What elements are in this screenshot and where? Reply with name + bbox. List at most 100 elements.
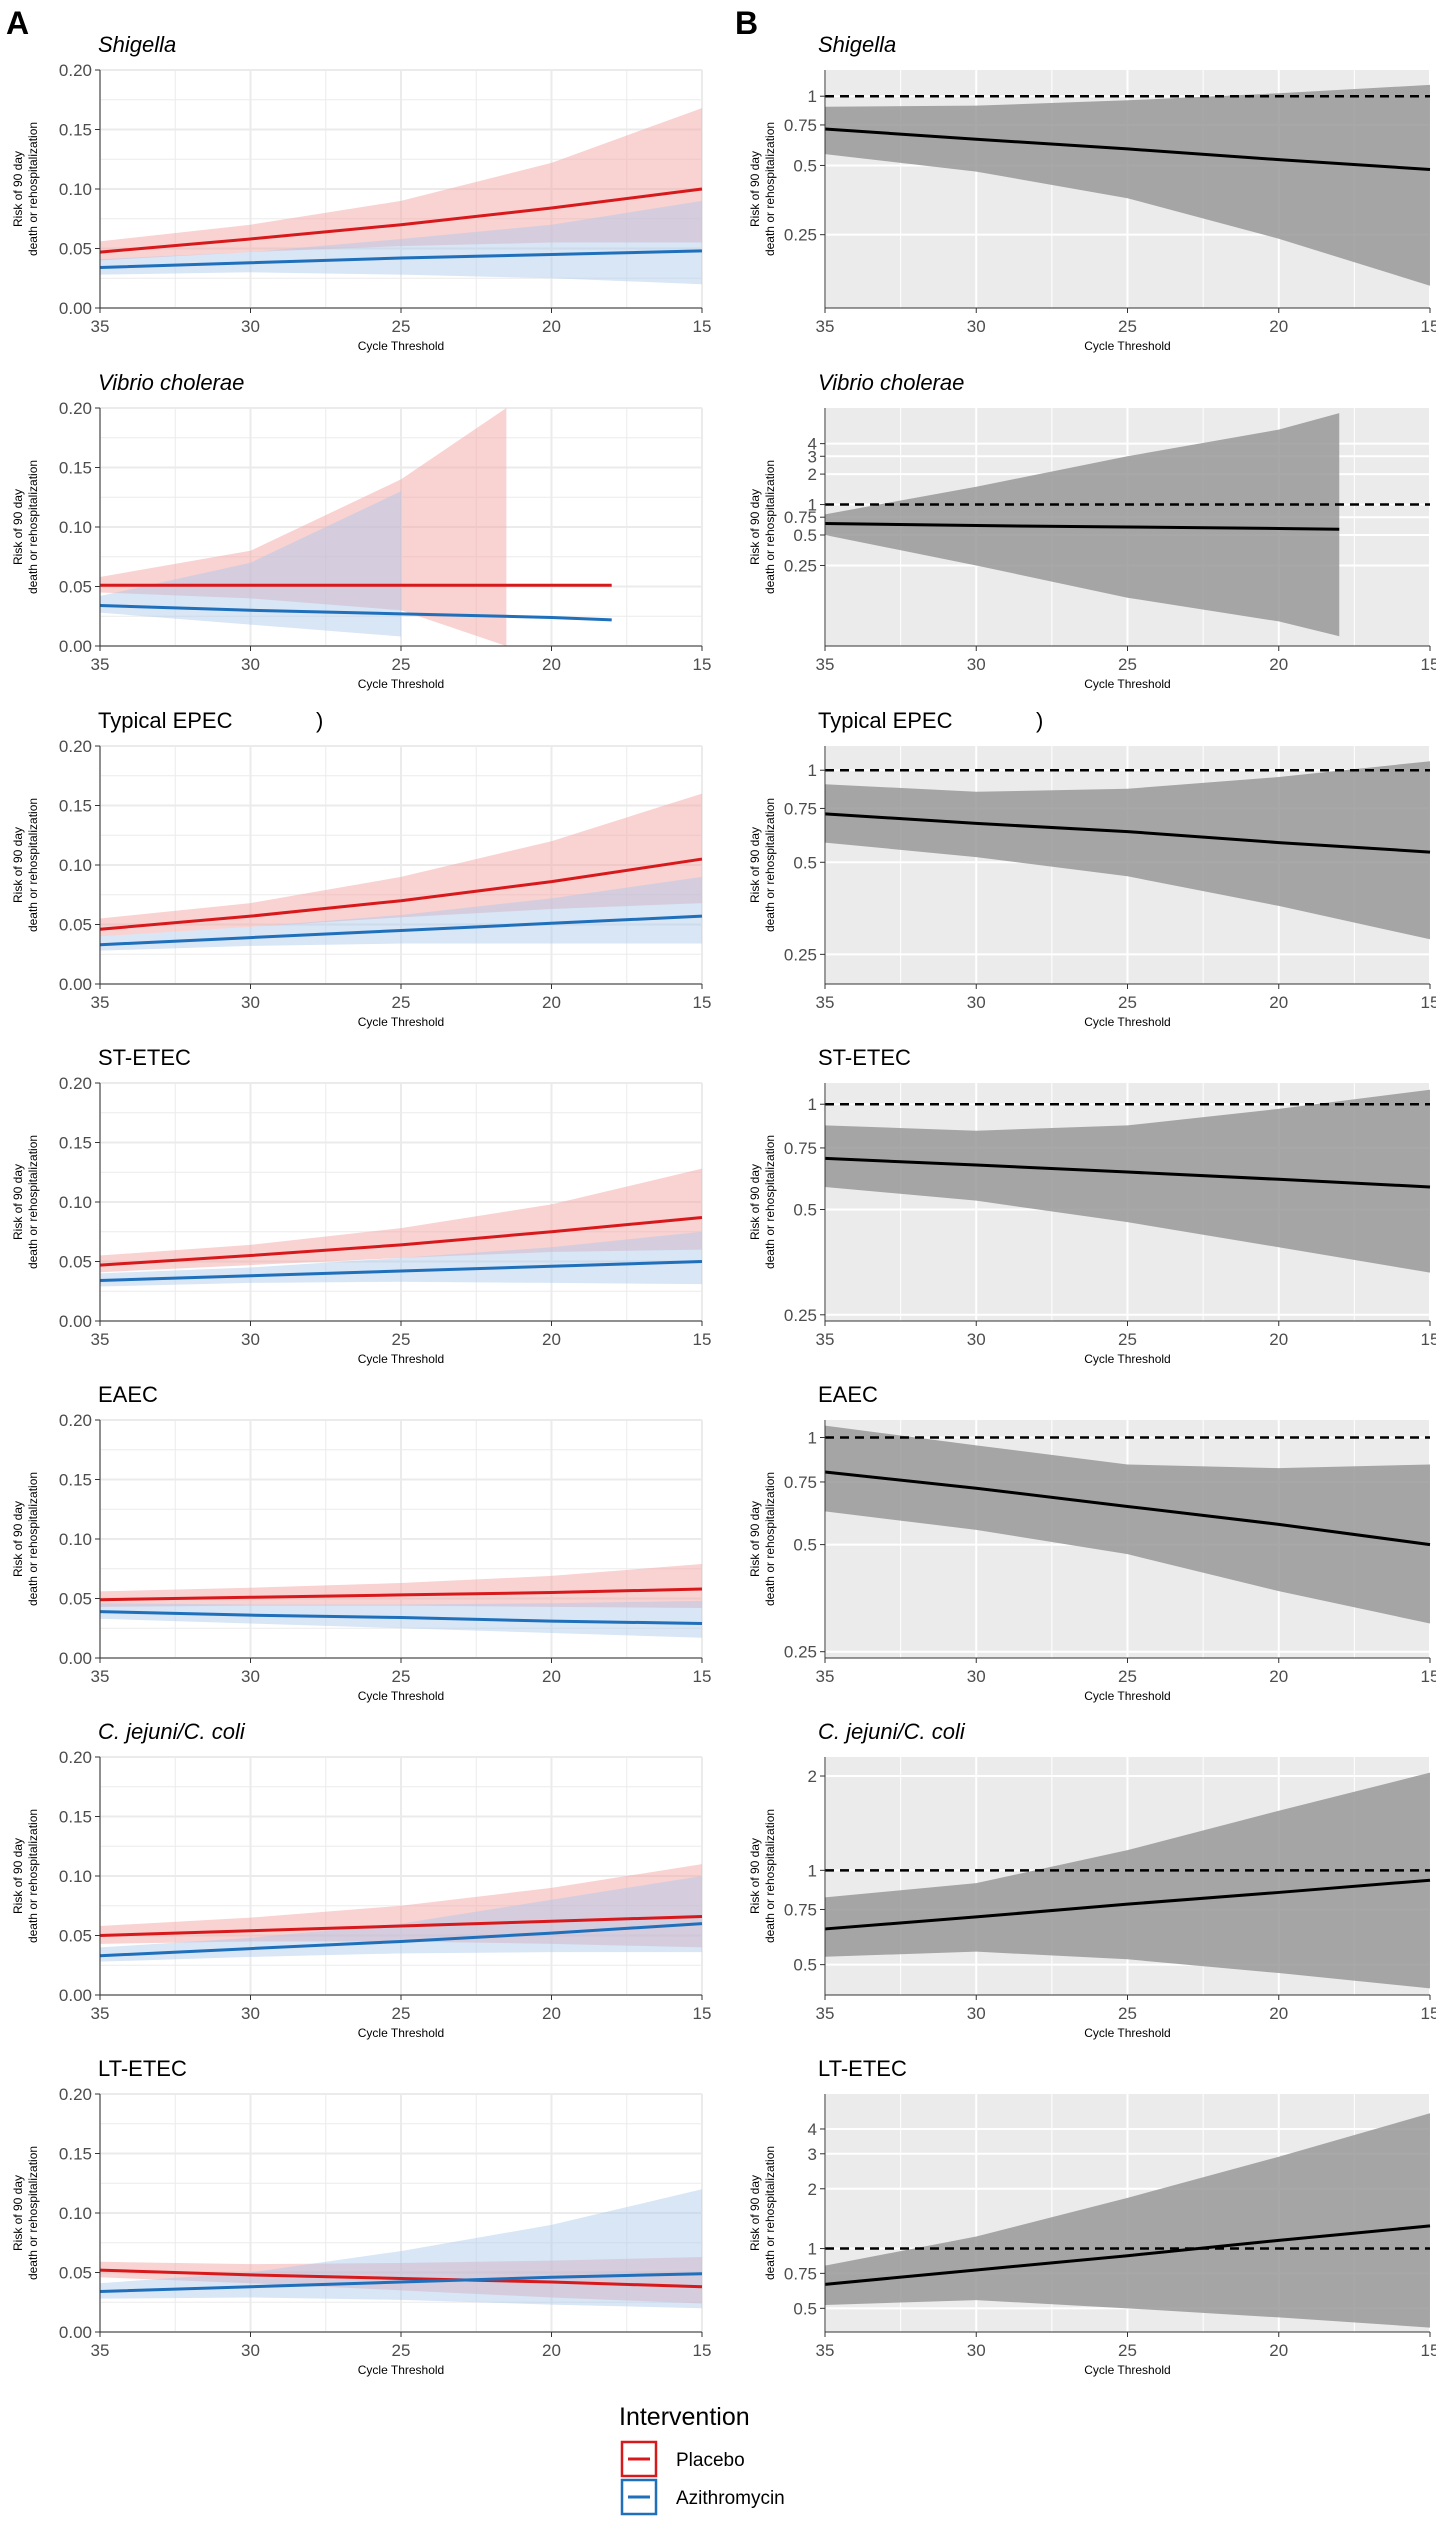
chart-a-c-jejuni-c-coli-line-placebo xyxy=(99,1914,703,1937)
chart-a-shigella-title: Shigella xyxy=(98,32,176,57)
chart-a-shigella-x-tick-label: 20 xyxy=(542,317,561,336)
chart-a-shigella-y-label: Risk of 90 daydeath or rehospitalization xyxy=(11,122,40,256)
chart-a-typical-epec-band-placebo xyxy=(100,793,702,937)
chart-a-vibrio-cholerae-y-label-line: death or rehospitalization xyxy=(26,460,40,594)
chart-b-st-etec-title: ST-ETEC xyxy=(818,1045,911,1070)
chart-b-shigella-x-label: Cycle Threshold xyxy=(1084,339,1170,353)
chart-b-shigella-y-label-line: death or rehospitalization xyxy=(763,122,777,256)
chart-a-vibrio-cholerae-x-tick-label: 25 xyxy=(392,655,411,674)
chart-b-c-jejuni-c-coli-y-label-line: Risk of 90 day xyxy=(748,1838,762,1914)
chart-b-lt-etec-x-tick-label: 15 xyxy=(1421,2341,1436,2360)
chart-a-vibrio-cholerae-y-tick-label: 0.20 xyxy=(59,399,92,418)
chart-b-c-jejuni-c-coli-line-risk-ratio xyxy=(824,1878,1431,1931)
chart-a-lt-etec-y-tick-label: 0.10 xyxy=(59,2204,92,2223)
chart-b-eaec-x-tick-label: 20 xyxy=(1269,1667,1288,1686)
chart-b-c-jejuni-c-coli-y-tick-label: 1 xyxy=(808,1861,817,1880)
chart-b-lt-etec-title: LT-ETEC xyxy=(818,2056,907,2081)
chart-b-lt-etec-band-risk-ratio xyxy=(825,2113,1430,2328)
chart-b-eaec-band-risk-ratio xyxy=(825,1425,1430,1624)
chart-b-c-jejuni-c-coli-y-tick-label: 0.75 xyxy=(784,1900,817,1919)
chart-a-shigella-y-label-line: Risk of 90 day xyxy=(11,151,25,227)
chart-b-shigella-x-tick-label: 25 xyxy=(1118,317,1137,336)
chart-a-eaec-y-tick-label: 0.00 xyxy=(59,1649,92,1668)
chart-a-typical-epec-x-tick-label: 35 xyxy=(91,993,110,1012)
legend: Intervention Placebo Azithromycin xyxy=(619,2403,785,2516)
chart-a-vibrio-cholerae-title: Vibrio cholerae xyxy=(98,370,244,395)
chart-b-lt-etec: 0.5 0.75 1 2 3 4 35 30 25 20 15 Cycle Threshold Risk… xyxy=(748,2056,1436,2377)
chart-a-shigella-line-placebo xyxy=(99,187,703,254)
legend-label-azithromycin: Azithromycin xyxy=(676,2488,785,2509)
chart-b-typical-epec-x-label: Cycle Threshold xyxy=(1084,1015,1170,1029)
chart-a-st-etec-y-tick-label: 0.00 xyxy=(59,1312,92,1331)
chart-a-eaec-x-tick-label: 30 xyxy=(241,1667,260,1686)
chart-b-eaec-y-label-line: death or rehospitalization xyxy=(763,1472,777,1606)
chart-b-typical-epec-x-tick-label: 30 xyxy=(967,993,986,1012)
chart-a-eaec-x-tick-label: 20 xyxy=(542,1667,561,1686)
chart-a-vibrio-cholerae-x-tick-label: 35 xyxy=(91,655,110,674)
chart-a-lt-etec-y-tick-label: 0.00 xyxy=(59,2323,92,2342)
chart-a-c-jejuni-c-coli-title: C. jejuni/C. coli xyxy=(98,1719,246,1744)
chart-a-shigella: 0.00 0.05 0.10 0.15 0.20 35 30 25 20 15 Cycle Thre… xyxy=(11,32,711,353)
chart-a-typical-epec-y-label-line: death or rehospitalization xyxy=(26,798,40,932)
chart-a-c-jejuni-c-coli-x-tick-label: 30 xyxy=(241,2004,260,2023)
chart-a-lt-etec-y-tick-label: 0.20 xyxy=(59,2085,92,2104)
chart-b-c-jejuni-c-coli-y-tick-label: 2 xyxy=(808,1767,817,1786)
chart-b-st-etec-line-risk-ratio xyxy=(824,1156,1431,1189)
chart-b-st-etec-y-label-line: Risk of 90 day xyxy=(748,1164,762,1240)
chart-a-st-etec-y-label-line: death or rehospitalization xyxy=(26,1135,40,1269)
chart-a-vibrio-cholerae-y-tick-label: 0.05 xyxy=(59,578,92,597)
chart-b-vibrio-cholerae: 0.25 0.50.751 234 35 30 25 20 15 Cycle Threshold… xyxy=(748,370,1436,691)
chart-b-shigella-x-tick-label: 15 xyxy=(1421,317,1436,336)
chart-b-vibrio-cholerae-y-label: Risk of 90 daydeath or rehospitalization xyxy=(748,460,777,594)
chart-a-c-jejuni-c-coli-x-tick-label: 15 xyxy=(693,2004,712,2023)
chart-b-eaec-y-label-line: Risk of 90 day xyxy=(748,1501,762,1577)
chart-b-vibrio-cholerae-line-risk-ratio xyxy=(824,521,1340,531)
chart-a-eaec: 0.00 0.05 0.10 0.15 0.20 35 30 25 20 15 Cycle Thre… xyxy=(11,1382,711,1703)
chart-a-shigella-band-placebo xyxy=(100,108,702,261)
chart-a-typical-epec-title: Typical EPEC xyxy=(98,708,233,733)
chart-a-shigella-x-tick-label: 25 xyxy=(392,317,411,336)
chart-a-c-jejuni-c-coli-y-tick-label: 0.05 xyxy=(59,1927,92,1946)
chart-a-st-etec-x-tick-label: 15 xyxy=(693,1330,712,1349)
chart-b-st-etec-y-tick-label: 0.75 xyxy=(784,1139,817,1158)
chart-b-c-jejuni-c-coli-y-tick-label: 0.5 xyxy=(793,1956,817,1975)
chart-b-st-etec-x-label: Cycle Threshold xyxy=(1084,1352,1170,1366)
chart-a-typical-epec-line-placebo xyxy=(99,857,703,931)
chart-b-vibrio-cholerae-y-tick-label: 1 xyxy=(808,496,817,515)
chart-b-vibrio-cholerae-y-tick-label: 0.75 xyxy=(784,508,817,527)
chart-b-typical-epec-line-risk-ratio xyxy=(824,812,1431,854)
chart-b-st-etec-y-tick-label: 0.5 xyxy=(793,1201,817,1220)
chart-b-c-jejuni-c-coli-x-tick-label: 15 xyxy=(1421,2004,1436,2023)
chart-b-eaec-y-tick-label: 1 xyxy=(808,1429,817,1448)
chart-a-eaec-y-label-line: Risk of 90 day xyxy=(11,1501,25,1577)
chart-a-eaec-y-tick-label: 0.05 xyxy=(59,1590,92,1609)
chart-b-st-etec-y-label: Risk of 90 daydeath or rehospitalization xyxy=(748,1135,777,1269)
chart-b-eaec-x-label: Cycle Threshold xyxy=(1084,1689,1170,1703)
chart-b-eaec: 0.25 0.5 0.75 1 35 30 25 20 15 Cycle Threshold Ris… xyxy=(748,1382,1436,1703)
chart-a-lt-etec-title: LT-ETEC xyxy=(98,2056,187,2081)
chart-b-shigella: 0.25 0.5 0.75 1 35 30 25 20 15 Cycle Threshold Ris… xyxy=(748,32,1436,353)
chart-b-vibrio-cholerae-x-tick-label: 35 xyxy=(816,655,835,674)
chart-a-eaec-title: EAEC xyxy=(98,1382,158,1407)
chart-b-eaec-x-tick-label: 35 xyxy=(816,1667,835,1686)
chart-b-lt-etec-x-tick-label: 25 xyxy=(1118,2341,1137,2360)
chart-a-vibrio-cholerae-x-tick-label: 20 xyxy=(542,655,561,674)
chart-a-vibrio-cholerae-x-tick-label: 15 xyxy=(693,655,712,674)
chart-b-typical-epec-x-tick-label: 15 xyxy=(1421,993,1436,1012)
chart-a-st-etec-band-placebo xyxy=(100,1168,702,1273)
chart-a-typical-epec-x-tick-label: 25 xyxy=(392,993,411,1012)
chart-a-typical-epec-y-label-line: Risk of 90 day xyxy=(11,827,25,903)
chart-b-typical-epec: 0.25 0.5 0.75 1 35 30 25 20 15 Cycle Threshold Ris… xyxy=(748,708,1436,1029)
chart-b-c-jejuni-c-coli-x-tick-label: 25 xyxy=(1118,2004,1137,2023)
chart-b-c-jejuni-c-coli-x-tick-label: 30 xyxy=(967,2004,986,2023)
chart-a-typical-epec-title-suffix: ) xyxy=(316,708,323,733)
chart-a-vibrio-cholerae: 0.00 0.05 0.10 0.15 0.20 35 30 25 20 15 Cycle Thre… xyxy=(11,370,711,691)
chart-a-c-jejuni-c-coli-band-azithromycin xyxy=(100,1876,702,1962)
chart-a-shigella-line-azithromycin xyxy=(99,249,703,270)
chart-b-vibrio-cholerae-x-tick-label: 15 xyxy=(1421,655,1436,674)
chart-a-lt-etec: 0.00 0.05 0.10 0.15 0.20 35 30 25 20 15 Cycle Thre… xyxy=(11,2056,711,2377)
chart-b-c-jejuni-c-coli-band-risk-ratio xyxy=(825,1772,1430,1989)
chart-b-lt-etec-line-risk-ratio xyxy=(824,2224,1431,2286)
chart-a-st-etec-line-azithromycin xyxy=(99,1260,703,1283)
chart-a-st-etec-y-tick-label: 0.15 xyxy=(59,1134,92,1153)
